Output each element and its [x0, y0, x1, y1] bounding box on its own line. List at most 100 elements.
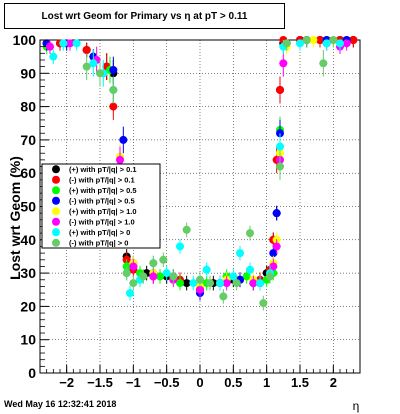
data-point	[319, 59, 328, 68]
data-point	[249, 279, 258, 288]
data-point	[159, 255, 168, 264]
y-tick-label: 20	[20, 298, 36, 314]
legend-label: (-) with pT/|q| > 1.0	[69, 217, 135, 226]
data-point	[269, 262, 278, 271]
legend-label: (+) with pT/|q| > 1.0	[69, 207, 137, 216]
y-tick-label: 0	[28, 365, 36, 381]
x-tick-label: 0	[196, 375, 203, 390]
data-point	[82, 62, 91, 71]
data-point	[216, 279, 224, 288]
data-point	[129, 262, 138, 271]
data-point	[169, 272, 178, 281]
axes: −2 −1.5 −1 −0.5 0 0.5 1 1.5 20102030405060708090…	[13, 32, 354, 390]
data-point	[162, 269, 171, 278]
data-point	[82, 45, 91, 54]
data-point	[336, 39, 344, 48]
y-tick-label: 10	[20, 332, 36, 348]
data-point	[302, 36, 311, 44]
legend-marker	[52, 238, 60, 247]
data-point	[276, 85, 284, 94]
data-point	[156, 272, 164, 281]
data-point	[279, 59, 288, 68]
legend-label: (-) with pT/|q| > 0	[69, 238, 128, 247]
data-point	[46, 42, 54, 51]
data-point	[149, 272, 158, 281]
y-tick-label: 40	[20, 232, 36, 248]
data-point	[236, 249, 244, 258]
data-point	[122, 269, 131, 278]
legend-marker	[52, 175, 60, 184]
legend-label: (-) with pT/|q| > 0.5	[69, 196, 135, 205]
x-tick-label: −1.5	[87, 375, 113, 390]
data-point	[49, 52, 58, 61]
data-point	[229, 272, 238, 281]
data-point	[126, 289, 134, 298]
data-point	[182, 225, 191, 234]
data-point	[196, 285, 204, 294]
data-point	[266, 272, 274, 281]
data-point	[349, 36, 358, 44]
data-point	[246, 229, 254, 238]
data-point	[59, 39, 68, 48]
legend-marker	[52, 228, 60, 237]
data-point	[129, 279, 138, 288]
data-point	[316, 36, 324, 44]
data-point	[149, 259, 158, 268]
x-tick-label: −1	[126, 375, 141, 390]
data-point	[189, 279, 198, 288]
data-point	[259, 299, 268, 308]
data-point	[109, 65, 118, 74]
data-point	[272, 209, 281, 218]
footer-timestamp: Wed May 16 12:32:41 2018	[4, 399, 117, 409]
data-point	[176, 279, 184, 288]
data-point	[269, 249, 278, 258]
legend-label: (-) with pT/|q| > 0.1	[69, 175, 135, 184]
data-point	[296, 39, 304, 48]
data-point	[96, 69, 104, 78]
y-tick-label: 30	[20, 265, 36, 281]
y-axis-label: Lost wrt Geom (%)	[7, 156, 23, 280]
data-point	[309, 36, 318, 44]
legend-label: (+) with pT/|q| > 0.5	[69, 186, 137, 195]
data-point	[89, 59, 98, 68]
x-tick-label: −0.5	[154, 375, 180, 390]
title-box: Lost wrt Geom for Primary vs η at pT > 0…	[4, 3, 285, 29]
data-point	[276, 142, 284, 151]
x-axis-label: η	[353, 399, 360, 413]
x-tick-label: 1.5	[291, 375, 309, 390]
x-tick-label: 2	[330, 375, 337, 390]
series-layer	[42, 36, 358, 311]
data-point	[272, 242, 281, 251]
data-point	[342, 39, 351, 48]
legend-marker	[52, 196, 60, 205]
data-point	[282, 39, 291, 48]
data-point	[196, 275, 204, 284]
legend: (+) with pT/|q| > 0.1(-) with pT/|q| > 0…	[41, 163, 161, 249]
y-tick-label: 80	[20, 99, 36, 115]
data-point	[219, 292, 228, 301]
data-point	[66, 39, 74, 48]
y-tick-label: 60	[20, 165, 36, 181]
data-point	[329, 36, 338, 44]
y-tick-label: 50	[20, 199, 36, 215]
data-point	[242, 272, 251, 281]
legend-marker	[52, 186, 60, 195]
data-point	[116, 155, 124, 164]
chart-title: Lost wrt Geom for Primary vs η at pT > 0…	[41, 11, 248, 22]
data-point	[72, 39, 81, 48]
data-point	[139, 272, 148, 281]
data-point	[176, 242, 184, 251]
data-point	[182, 279, 191, 288]
y-tick-label: 100	[13, 32, 37, 48]
legend-marker	[52, 217, 60, 226]
data-point	[109, 102, 118, 111]
data-point	[222, 279, 231, 288]
legend-label: (+) with pT/|q| > 0	[69, 228, 130, 237]
x-tick-label: −2	[59, 375, 74, 390]
x-tick-label: 1	[263, 375, 270, 390]
data-point	[232, 279, 241, 288]
data-point	[202, 265, 211, 274]
data-point	[276, 162, 284, 171]
y-tick-label: 70	[20, 132, 36, 148]
